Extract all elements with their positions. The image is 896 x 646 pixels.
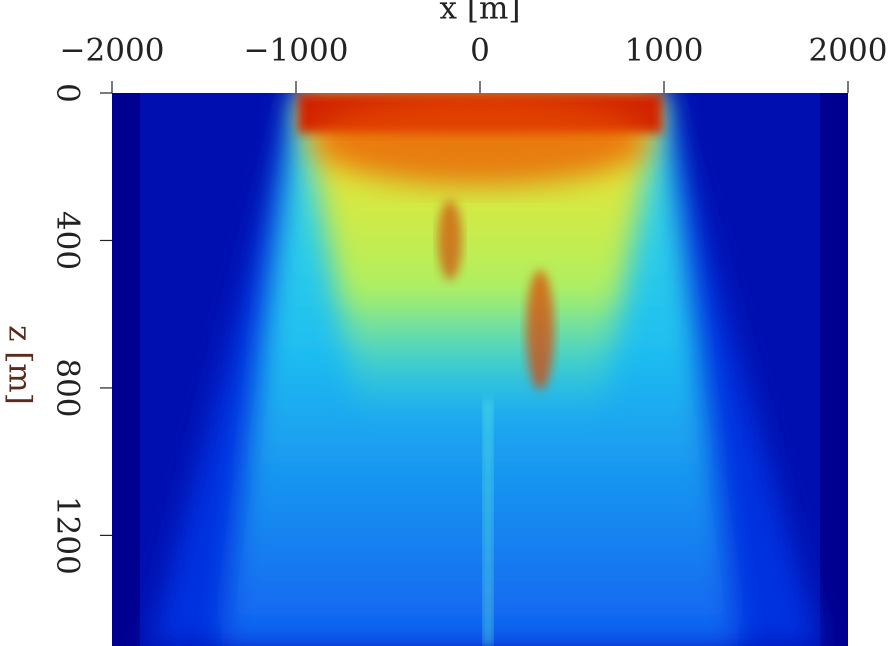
y-tick-label: 0	[50, 83, 86, 103]
heatmap-image	[112, 93, 848, 646]
x-axis-label: x [m]	[440, 0, 521, 27]
x-tick-label: −2000	[60, 33, 165, 69]
y-tick-label: 1200	[50, 496, 86, 575]
x-tick-label: 2000	[809, 33, 888, 69]
y-tick-label: 800	[50, 358, 86, 417]
y-tick-label: 400	[50, 211, 86, 270]
x-tick-label: 0	[470, 33, 490, 69]
x-tick-label: −1000	[244, 33, 349, 69]
y-axis-label: z [m]	[2, 325, 38, 405]
x-tick-label: 1000	[625, 33, 704, 69]
